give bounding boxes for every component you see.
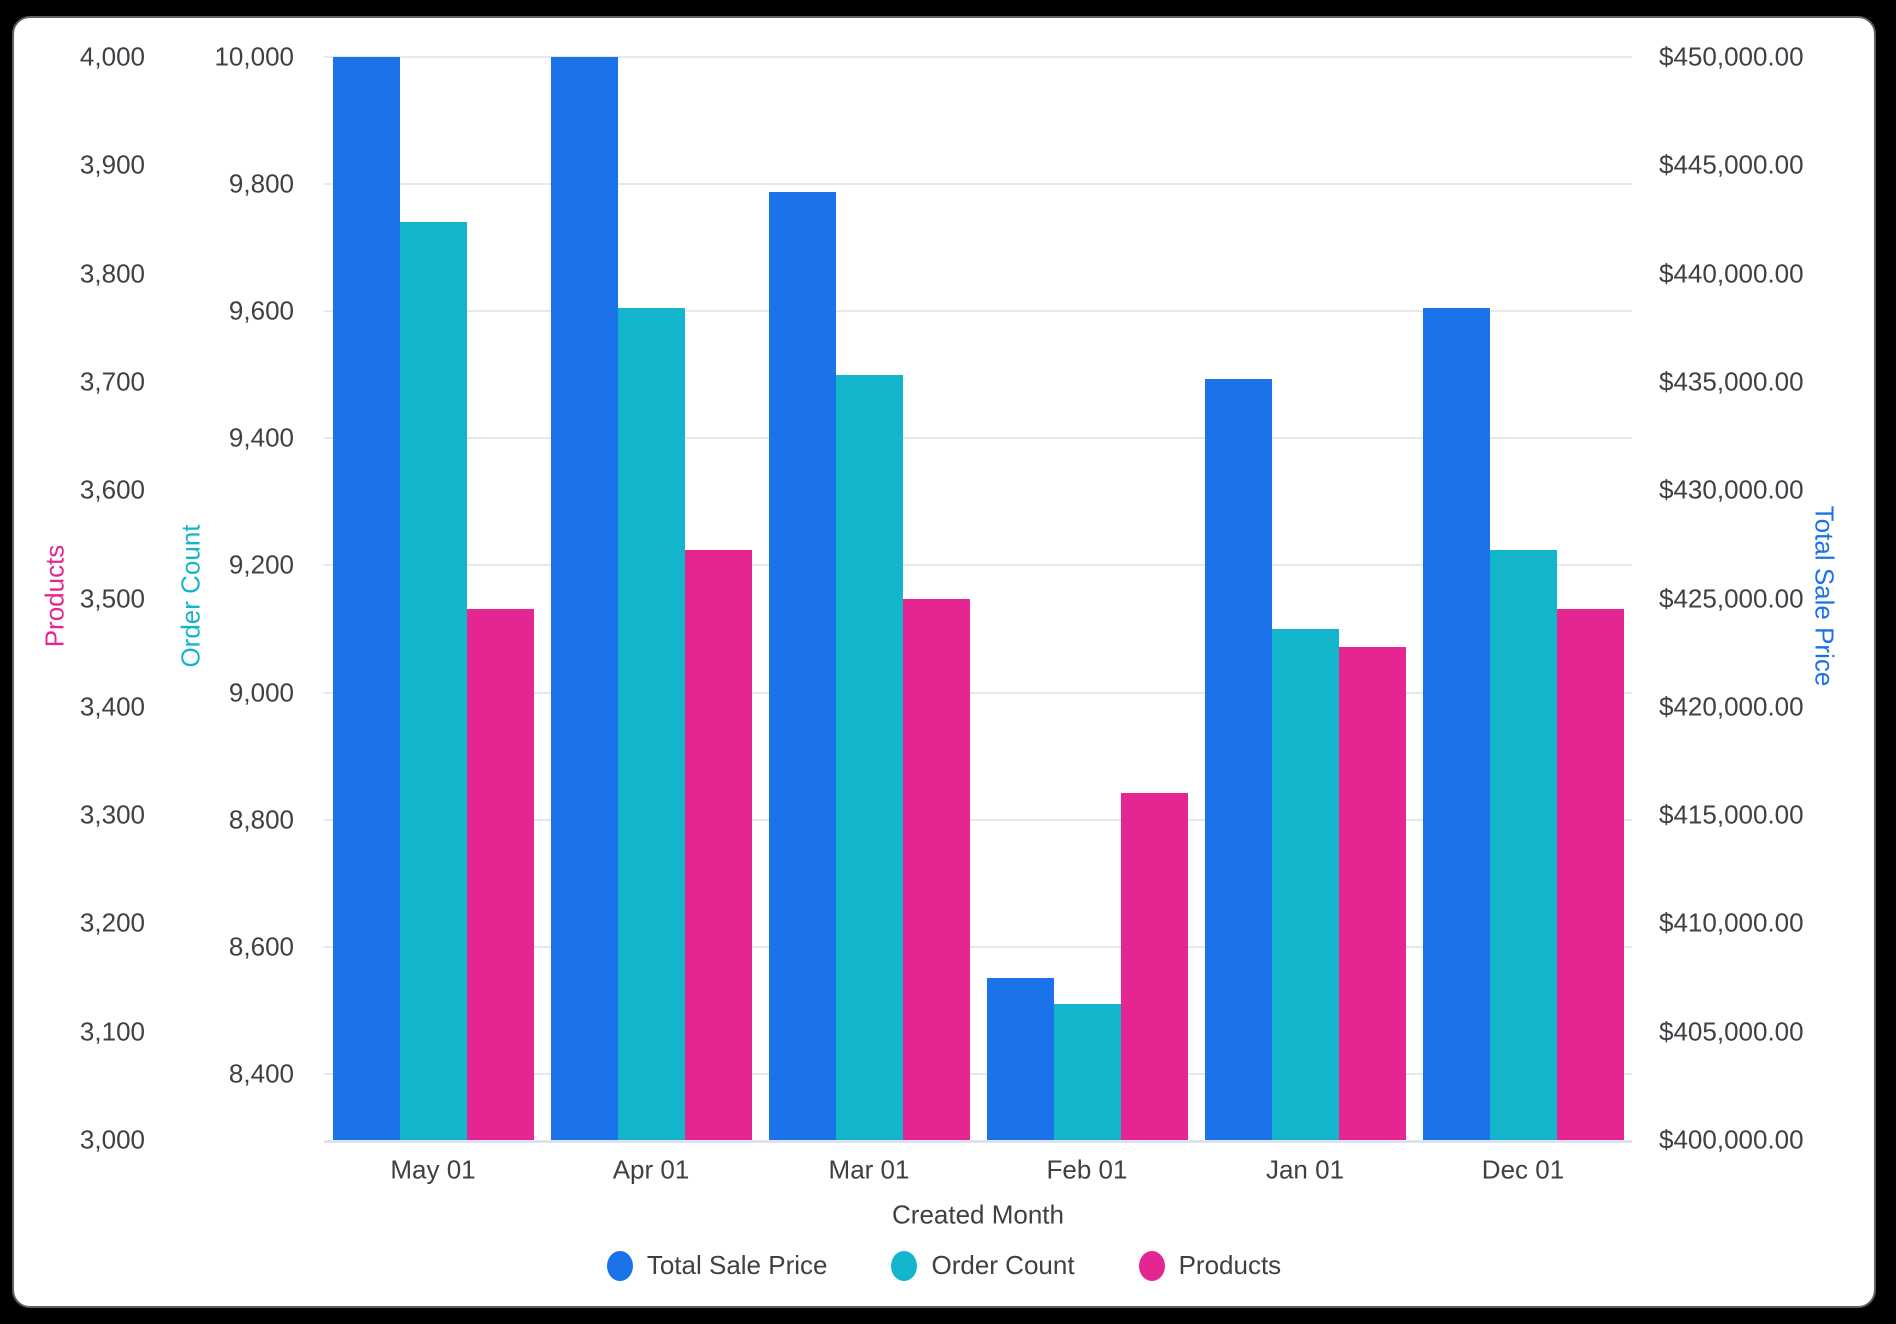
order-tick-label: 9,600 xyxy=(228,295,294,326)
bar-total-sale-price-dec-01[interactable] xyxy=(1423,308,1490,1140)
bar-products-may-01[interactable] xyxy=(467,609,534,1140)
price-tick-label: $445,000.00 xyxy=(1659,149,1804,180)
order-tick-label: 8,400 xyxy=(228,1058,294,1089)
legend-label: Order Count xyxy=(931,1250,1075,1280)
products-tick-label: 3,300 xyxy=(79,799,145,830)
bar-order-count-jan-01[interactable] xyxy=(1272,629,1339,1140)
order-count-axis-title: Order Count xyxy=(175,524,206,668)
order-tick-label: 9,800 xyxy=(228,168,294,199)
bar-products-apr-01[interactable] xyxy=(685,549,752,1140)
legend: Total Sale Price Order Count Products xyxy=(14,1250,1874,1281)
bar-order-count-may-01[interactable] xyxy=(400,222,467,1140)
price-tick-label: $415,000.00 xyxy=(1659,799,1804,830)
total-sale-price-axis-title: Total Sale Price xyxy=(1809,505,1840,687)
legend-swatch-icon xyxy=(891,1250,918,1281)
products-tick-label: 3,900 xyxy=(79,149,145,180)
gridline xyxy=(324,56,1632,58)
price-tick-label: $430,000.00 xyxy=(1659,474,1804,505)
products-tick-label: 3,800 xyxy=(79,258,145,289)
products-tick-label: 3,700 xyxy=(79,366,145,397)
order-tick-label: 9,400 xyxy=(228,422,294,453)
gridline xyxy=(324,183,1632,186)
bar-total-sale-price-apr-01[interactable] xyxy=(551,57,618,1140)
grouped-bar-chart: 4,000 3,900 3,800 3,700 3,600 3,500 3,400 3,300… xyxy=(14,18,1874,1306)
products-tick-label: 3,100 xyxy=(79,1016,145,1047)
x-axis-line xyxy=(324,1140,1632,1143)
price-tick-label: $425,000.00 xyxy=(1659,583,1804,613)
price-tick-label: $420,000.00 xyxy=(1659,691,1804,722)
products-tick-label: 4,000 xyxy=(79,41,145,72)
legend-swatch-icon xyxy=(606,1250,633,1281)
x-tick-label-mar-01: Mar 01 xyxy=(828,1154,910,1185)
x-tick-label-dec-01: Dec 01 xyxy=(1481,1154,1565,1185)
bar-order-count-feb-01[interactable] xyxy=(1054,1003,1121,1140)
bar-total-sale-price-jan-01[interactable] xyxy=(1205,378,1272,1140)
products-tick-label: 3,600 xyxy=(79,474,145,505)
order-tick-label: 9,200 xyxy=(228,549,294,580)
x-tick-label-jan-01: Jan 01 xyxy=(1265,1154,1345,1185)
legend-swatch-icon xyxy=(1138,1250,1165,1281)
x-tick-label-may-01: May 01 xyxy=(390,1154,476,1185)
price-tick-label: $410,000.00 xyxy=(1659,907,1804,938)
x-tick-label-feb-01: Feb 01 xyxy=(1046,1154,1128,1185)
bar-products-mar-01[interactable] xyxy=(903,598,970,1140)
x-axis-title: Created Month xyxy=(892,1199,1064,1230)
price-tick-label: $400,000.00 xyxy=(1659,1124,1804,1155)
legend-label: Total Sale Price xyxy=(646,1250,828,1280)
bar-order-count-dec-01[interactable] xyxy=(1490,549,1557,1140)
products-tick-label: 3,500 xyxy=(79,583,145,613)
legend-item-total-sale-price[interactable]: Total Sale Price xyxy=(606,1250,828,1281)
bar-products-dec-01[interactable] xyxy=(1557,609,1624,1140)
legend-label: Products xyxy=(1178,1250,1282,1280)
products-tick-label: 3,000 xyxy=(79,1124,145,1155)
products-tick-label: 3,200 xyxy=(79,907,145,938)
chart-panel: 4,000 3,900 3,800 3,700 3,600 3,500 3,400 3,300… xyxy=(12,16,1876,1308)
order-tick-label: 8,800 xyxy=(228,804,294,835)
products-axis-title: Products xyxy=(39,544,70,648)
products-tick-label: 3,400 xyxy=(79,691,145,722)
legend-item-products[interactable]: Products xyxy=(1138,1250,1282,1281)
x-tick-label-apr-01: Apr 01 xyxy=(612,1154,690,1185)
bar-products-jan-01[interactable] xyxy=(1339,647,1406,1140)
bar-order-count-apr-01[interactable] xyxy=(618,308,685,1140)
order-tick-label: 8,600 xyxy=(228,931,294,962)
bar-order-count-mar-01[interactable] xyxy=(836,374,903,1140)
price-tick-label: $450,000.00 xyxy=(1659,41,1804,72)
bar-total-sale-price-feb-01[interactable] xyxy=(987,977,1054,1140)
bar-total-sale-price-may-01[interactable] xyxy=(333,57,400,1140)
price-tick-label: $435,000.00 xyxy=(1659,366,1804,397)
order-tick-label: 10,000 xyxy=(214,41,294,72)
legend-item-order-count[interactable]: Order Count xyxy=(891,1250,1075,1281)
bar-products-feb-01[interactable] xyxy=(1121,793,1188,1140)
price-tick-label: $440,000.00 xyxy=(1659,258,1804,289)
bar-total-sale-price-mar-01[interactable] xyxy=(769,192,836,1140)
order-tick-label: 9,000 xyxy=(228,677,294,708)
price-tick-label: $405,000.00 xyxy=(1659,1016,1804,1047)
